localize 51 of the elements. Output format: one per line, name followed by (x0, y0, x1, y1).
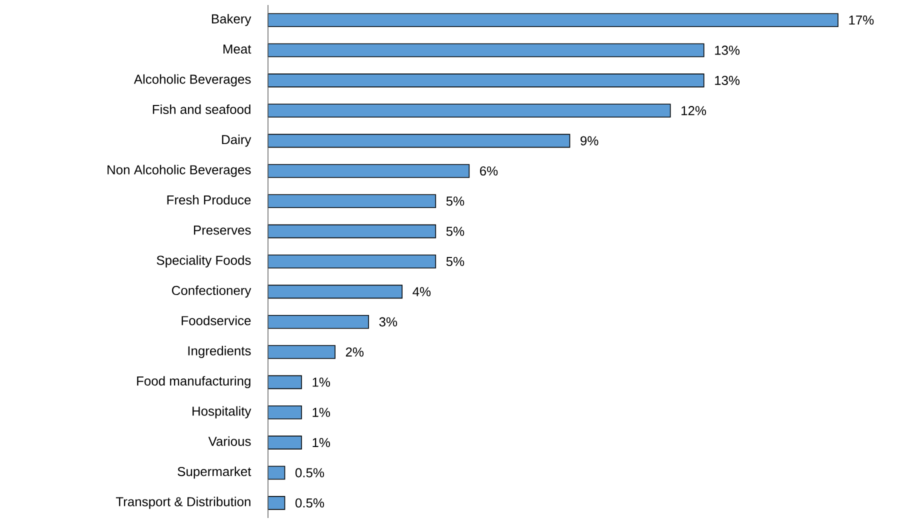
y-tick-label: Alcoholic Beverages (134, 74, 251, 86)
data-label: 1% (312, 378, 330, 387)
data-label: 9% (580, 136, 598, 146)
bar (268, 436, 302, 450)
data-label: 1% (312, 408, 330, 417)
y-tick-label: Meat (224, 44, 252, 54)
data-label: 6% (480, 166, 498, 176)
data-label: 5% (446, 196, 464, 206)
bar (268, 134, 570, 148)
bar (268, 466, 286, 480)
data-label: 13% (715, 46, 740, 55)
bar (268, 405, 302, 420)
y-tick-label: Fresh Produce (167, 195, 251, 205)
y-tick-label: Confectionery (172, 286, 252, 298)
y-tick-label: Foodservice (182, 316, 251, 326)
bar (268, 194, 436, 208)
bar (268, 314, 369, 329)
data-label: 0.5% (295, 468, 324, 478)
data-label: 2% (346, 347, 364, 357)
y-tick-label: Hospitality (192, 406, 252, 418)
y-tick-label: Supermarket (178, 466, 252, 479)
y-tick-label: Food manufacturing (137, 376, 250, 388)
data-label: 4% (412, 287, 431, 296)
bar (268, 224, 436, 238)
bar (268, 345, 336, 359)
y-tick-label: Ingredients (188, 346, 251, 358)
data-label: 0.5% (295, 498, 324, 508)
y-tick-label: Fish and seafood (152, 104, 250, 114)
data-label: 12% (682, 106, 706, 116)
data-label: 3% (379, 317, 398, 326)
bar (268, 104, 671, 118)
bar (268, 496, 286, 510)
data-label: 5% (446, 256, 464, 266)
y-tick-label: Non Alcoholic Beverages (108, 164, 251, 177)
data-label: 17% (849, 16, 874, 25)
data-label: 13% (715, 76, 740, 86)
data-label: 1% (312, 438, 330, 448)
bar (268, 375, 302, 390)
bar (268, 284, 403, 299)
bar (268, 74, 704, 88)
bar (268, 13, 838, 27)
y-tick-label: Speciality Foods (156, 255, 251, 268)
bar (268, 43, 704, 58)
y-tick-label: Various (208, 436, 251, 446)
y-tick-label: Dairy (222, 134, 252, 147)
bar (268, 254, 436, 268)
y-tick-label: Preserves (194, 226, 251, 235)
data-label: 5% (446, 226, 464, 236)
y-tick-label: Transport & Distribution (116, 496, 250, 509)
y-tick-label: Bakery (212, 14, 252, 26)
bar (268, 164, 470, 178)
